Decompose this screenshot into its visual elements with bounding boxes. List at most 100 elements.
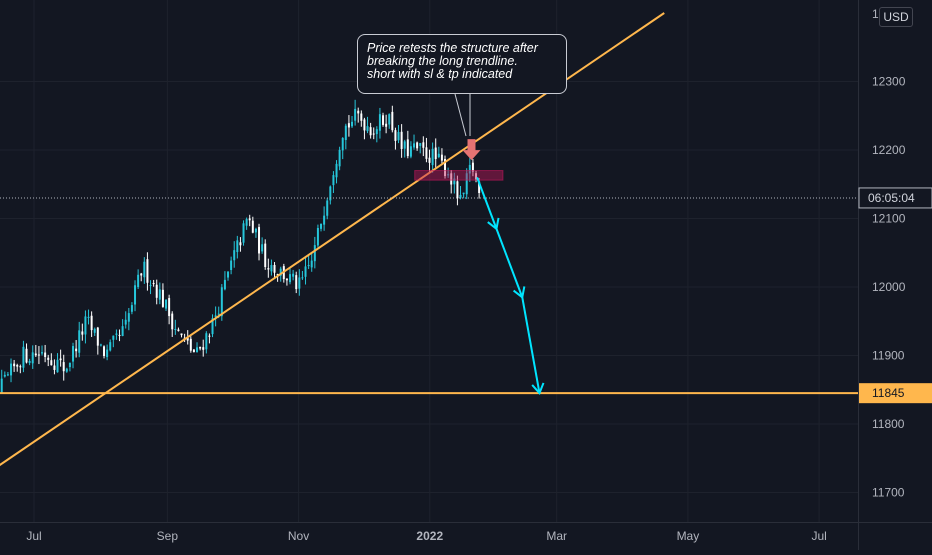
candle-body bbox=[130, 305, 133, 312]
x-tick-label: 2022 bbox=[416, 529, 443, 543]
candle-body bbox=[174, 328, 177, 330]
candle-body bbox=[186, 338, 189, 341]
candle-body bbox=[127, 313, 130, 322]
candle-body bbox=[239, 242, 242, 246]
candle-body bbox=[112, 335, 115, 340]
candle-body bbox=[261, 244, 264, 252]
y-tick-label: 12100 bbox=[872, 212, 906, 226]
candle-body bbox=[279, 268, 282, 276]
candle-body bbox=[0, 378, 3, 394]
entry-arrow-icon[interactable] bbox=[462, 150, 481, 161]
candle-body bbox=[84, 316, 87, 335]
candle-body bbox=[34, 353, 37, 356]
annotation-callout[interactable]: Price retests the structure after breaki… bbox=[357, 34, 567, 94]
candle-body bbox=[267, 268, 270, 270]
candle-body bbox=[211, 318, 214, 335]
candle-body bbox=[301, 277, 304, 279]
candle-body bbox=[428, 157, 431, 163]
candle-body bbox=[475, 173, 478, 180]
projection-arrowhead bbox=[531, 382, 545, 396]
candle-body bbox=[270, 265, 273, 272]
candle-body bbox=[143, 261, 146, 278]
candle-body bbox=[400, 131, 403, 149]
candle-body bbox=[236, 240, 239, 253]
currency-badge[interactable]: USD bbox=[879, 7, 913, 27]
candle-body bbox=[313, 245, 316, 262]
entry-arrow-shaft bbox=[467, 139, 476, 152]
candle-body bbox=[276, 274, 279, 276]
candle-body bbox=[90, 315, 93, 331]
candle-body bbox=[199, 346, 202, 349]
x-tick-label: Mar bbox=[546, 529, 567, 543]
candle-body bbox=[124, 319, 127, 325]
candle-body bbox=[202, 347, 205, 350]
countdown-label-box bbox=[858, 187, 932, 209]
candle-body bbox=[96, 327, 99, 346]
annotation-line-2: breaking the long trendline. bbox=[367, 54, 518, 68]
y-tick-label: 12000 bbox=[872, 280, 906, 294]
candle-body bbox=[78, 330, 81, 353]
candle-body bbox=[419, 143, 422, 146]
candle-body bbox=[47, 357, 50, 360]
projection-segment[interactable] bbox=[476, 177, 498, 230]
candle-body bbox=[347, 123, 350, 128]
candle-body bbox=[140, 273, 143, 276]
candle-body bbox=[62, 362, 65, 372]
candle-body bbox=[468, 164, 471, 174]
candle-body bbox=[158, 289, 161, 300]
candle-body bbox=[227, 271, 230, 278]
candle-body bbox=[462, 192, 465, 195]
candle-body bbox=[165, 299, 168, 309]
candle-body bbox=[109, 342, 112, 351]
candle-body bbox=[93, 328, 96, 333]
annotation-line-3: short with sl & tp indicated bbox=[367, 67, 513, 81]
candle-body bbox=[248, 218, 251, 221]
candle-body bbox=[230, 260, 233, 270]
candle-body bbox=[338, 149, 341, 167]
candle-body bbox=[416, 142, 419, 149]
candle-body bbox=[223, 279, 226, 290]
candle-body bbox=[106, 349, 109, 358]
candle-body bbox=[351, 121, 354, 127]
candle-body bbox=[180, 333, 183, 336]
x-tick-label: Jul bbox=[811, 529, 826, 543]
projection-segment[interactable] bbox=[521, 297, 541, 394]
candle-body bbox=[388, 114, 391, 125]
candle-body bbox=[168, 298, 171, 317]
candle-body bbox=[391, 111, 394, 131]
candle-body bbox=[121, 326, 124, 336]
candle-body bbox=[242, 223, 245, 243]
candle-body bbox=[444, 158, 447, 177]
candle-body bbox=[316, 228, 319, 246]
support-price-label: 11845 bbox=[872, 386, 905, 400]
y-tick-label: 11800 bbox=[872, 417, 905, 431]
candle-body bbox=[403, 141, 406, 149]
candle-body bbox=[233, 250, 236, 261]
candle-body bbox=[65, 368, 68, 372]
candle-body bbox=[447, 174, 450, 176]
candle-body bbox=[72, 346, 75, 362]
countdown-label: 06:05:04 bbox=[868, 191, 915, 205]
candle-body bbox=[456, 181, 459, 199]
candle-body bbox=[146, 259, 149, 283]
candle-body bbox=[289, 274, 292, 283]
candle-body bbox=[87, 316, 90, 318]
candle-body bbox=[413, 143, 416, 148]
candle-body bbox=[251, 220, 254, 233]
resistance-zone[interactable] bbox=[414, 170, 504, 181]
candle-body bbox=[273, 264, 276, 273]
candle-body bbox=[335, 163, 338, 178]
candle-body bbox=[292, 273, 295, 277]
candle-body bbox=[254, 228, 257, 233]
candle-body bbox=[220, 287, 223, 317]
candle-body bbox=[366, 126, 369, 132]
candle-body bbox=[375, 129, 378, 135]
candle-body bbox=[245, 219, 248, 226]
candle-body bbox=[155, 284, 158, 298]
candle-body bbox=[115, 333, 118, 335]
projection-segment[interactable] bbox=[495, 228, 524, 298]
candle-body bbox=[310, 260, 313, 268]
y-tick-label: 11700 bbox=[872, 486, 905, 500]
candle-body bbox=[304, 266, 307, 277]
candle-body bbox=[341, 137, 344, 151]
